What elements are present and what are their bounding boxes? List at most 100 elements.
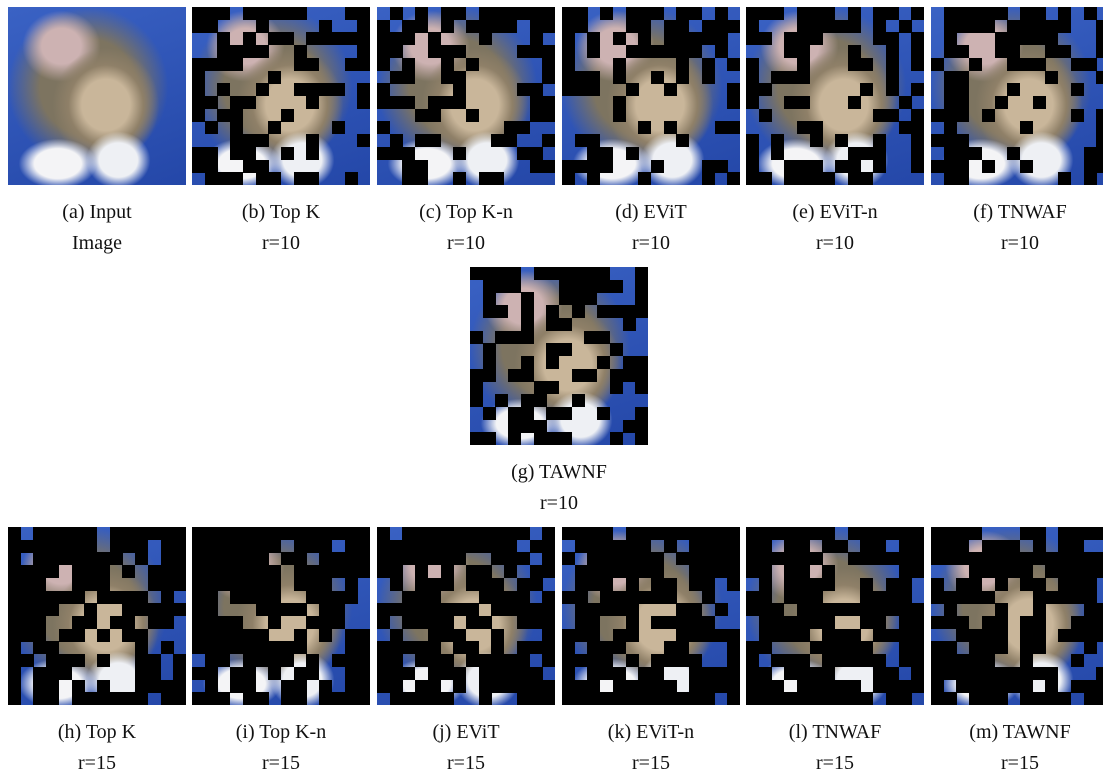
mask-patch (205, 540, 218, 553)
mask-patch (956, 96, 969, 109)
mask-patch (466, 641, 479, 654)
mask-patch (848, 603, 861, 616)
mask-patch (873, 109, 886, 122)
mask-patch (886, 58, 899, 71)
mask-patch (294, 58, 307, 71)
mask-patch (562, 692, 575, 705)
mask-patch (268, 7, 281, 20)
mask-patch (84, 552, 97, 565)
mask-patch (911, 32, 924, 45)
caption-note: r=10 (931, 228, 1103, 259)
mask-patch (97, 692, 110, 705)
mask-patch (173, 565, 186, 578)
mask-patch (835, 134, 848, 147)
mask-patch (587, 160, 600, 173)
mask-patch (626, 591, 639, 604)
mask-patch (784, 692, 797, 705)
mask-patch (562, 45, 575, 58)
mask-patch (689, 629, 702, 642)
mask-patch (822, 7, 835, 20)
mask-patch (192, 20, 205, 33)
mask-patch (613, 109, 626, 122)
mask-patch (377, 527, 390, 540)
mask-patch (357, 540, 370, 553)
mask-patch (21, 629, 34, 642)
mask-patch (332, 603, 345, 616)
mask-patch (587, 565, 600, 578)
mask-patch (483, 407, 496, 420)
mask-patch (466, 654, 479, 667)
mask-patch (1096, 160, 1103, 173)
mask-patch (597, 267, 610, 280)
mask-patch (542, 527, 555, 540)
mask-patch (504, 565, 517, 578)
mask-patch (441, 527, 454, 540)
mask-patch (1096, 565, 1103, 578)
mask-patch (771, 616, 784, 629)
mask-patch (600, 565, 613, 578)
mask-patch (1007, 58, 1020, 71)
mask-patch (390, 32, 403, 45)
mask-patch (759, 172, 772, 185)
mask-patch (797, 172, 810, 185)
mask-patch (256, 134, 269, 147)
mask-patch (931, 578, 944, 591)
mask-patch (534, 420, 547, 433)
mask-patch (771, 552, 784, 565)
mask-patch (390, 565, 403, 578)
mask-patch (508, 369, 521, 382)
mask-patch (702, 32, 715, 45)
mask-patch (453, 71, 466, 84)
mask-patch (243, 591, 256, 604)
mask-patch (635, 407, 648, 420)
mask-patch (415, 603, 428, 616)
mask-patch (715, 20, 728, 33)
mask-patch (542, 96, 555, 109)
mask-patch (995, 552, 1008, 565)
mask-patch (848, 147, 861, 160)
mask-patch (521, 305, 534, 318)
mask-patch (33, 692, 46, 705)
mask-patch (1058, 629, 1071, 642)
mask-patch (441, 616, 454, 629)
mask-patch (982, 591, 995, 604)
caption-label: (h) Top K (8, 717, 186, 748)
mask-patch (822, 629, 835, 642)
mask-patch (135, 654, 148, 667)
mask-patch (479, 680, 492, 693)
mask-patch (542, 680, 555, 693)
mask-patch (530, 147, 543, 160)
mask-patch (587, 172, 600, 185)
mask-patch (1045, 20, 1058, 33)
mask-patch (759, 32, 772, 45)
mask-patch (84, 540, 97, 553)
mask-patch (873, 654, 886, 667)
mask-patch (613, 552, 626, 565)
mask-patch (542, 71, 555, 84)
mask-patch (148, 565, 161, 578)
mask-patch (281, 109, 294, 122)
mask-patch (797, 654, 810, 667)
mask-patch (1084, 629, 1097, 642)
mask-patch (479, 591, 492, 604)
mask-patch (848, 552, 861, 565)
mask-patch (610, 343, 623, 356)
mask-patch (784, 160, 797, 173)
mask-patch (638, 552, 651, 565)
mask-patch (217, 616, 230, 629)
mask-patch (453, 172, 466, 185)
mask-patch (306, 96, 319, 109)
mask-patch (470, 369, 483, 382)
mask-patch (689, 654, 702, 667)
mask-patch (110, 591, 123, 604)
mask-patch (613, 692, 626, 705)
mask-patch (428, 527, 441, 540)
mask-patch (944, 121, 957, 134)
mask-patch (415, 20, 428, 33)
mask-patch (944, 667, 957, 680)
mask-patch (886, 32, 899, 45)
mask-patch (995, 692, 1008, 705)
mask-patch (562, 58, 575, 71)
mask-patch (702, 160, 715, 173)
